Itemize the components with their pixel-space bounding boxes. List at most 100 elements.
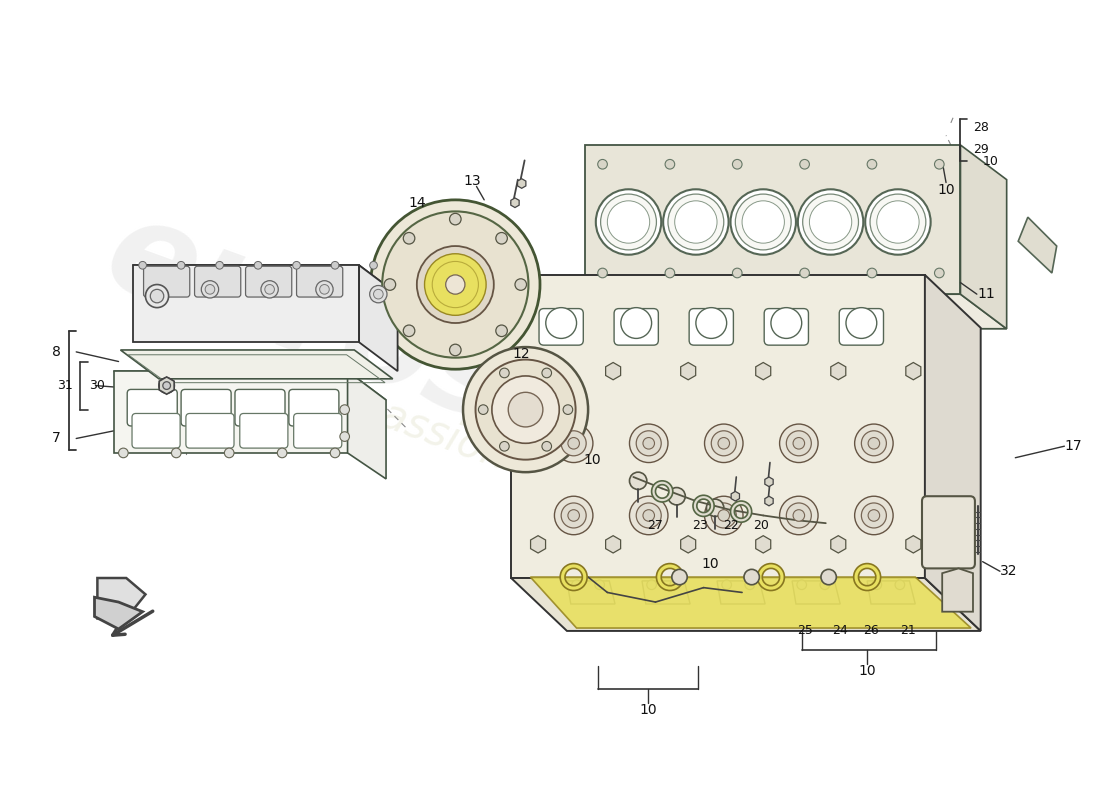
Text: 10: 10 [937,183,955,198]
Circle shape [647,580,657,590]
Polygon shape [943,568,974,612]
Circle shape [425,254,486,315]
Text: 10: 10 [639,703,657,717]
Circle shape [672,570,688,585]
FancyBboxPatch shape [764,309,808,345]
Circle shape [320,285,329,294]
Polygon shape [925,275,981,631]
Circle shape [870,194,926,250]
Circle shape [568,438,580,449]
Circle shape [384,278,396,290]
Text: 8: 8 [52,345,60,359]
Text: 10: 10 [982,155,999,168]
Circle shape [499,368,509,378]
Circle shape [820,580,829,590]
Circle shape [644,510,654,522]
Circle shape [554,424,593,462]
Circle shape [798,190,864,254]
Circle shape [696,308,727,338]
Text: 27: 27 [648,518,663,531]
Polygon shape [1019,217,1057,273]
Text: 23: 23 [692,518,707,531]
Circle shape [780,424,818,462]
Text: 25: 25 [796,625,813,638]
Circle shape [629,424,668,462]
Circle shape [119,448,129,458]
FancyBboxPatch shape [245,266,292,297]
Circle shape [663,190,728,254]
FancyBboxPatch shape [294,414,342,448]
Circle shape [867,268,877,278]
Circle shape [265,285,274,294]
FancyBboxPatch shape [186,414,234,448]
Circle shape [554,496,593,534]
Circle shape [636,503,661,528]
Text: 14: 14 [408,196,426,210]
Circle shape [370,262,377,269]
Circle shape [666,268,674,278]
Circle shape [780,496,818,534]
Circle shape [670,580,680,590]
Text: 26: 26 [864,625,879,638]
Circle shape [771,308,802,338]
FancyBboxPatch shape [289,390,339,426]
Circle shape [668,487,685,505]
Circle shape [629,472,647,490]
Text: 12: 12 [512,347,529,361]
Text: 17: 17 [1064,439,1082,453]
Circle shape [293,262,300,269]
Text: 31: 31 [56,379,73,392]
Text: 13: 13 [464,174,482,188]
Circle shape [742,201,784,243]
Circle shape [561,430,586,456]
FancyBboxPatch shape [922,496,975,568]
Polygon shape [585,145,960,294]
FancyBboxPatch shape [144,266,190,297]
Text: a passion for parts: a passion for parts [314,372,693,544]
Polygon shape [512,275,925,578]
Circle shape [793,510,804,522]
Circle shape [139,262,146,269]
Polygon shape [867,581,915,604]
Text: 10: 10 [858,664,876,678]
Text: 7: 7 [52,431,60,446]
Polygon shape [359,266,397,371]
Circle shape [546,308,576,338]
Circle shape [277,448,287,458]
Circle shape [629,496,668,534]
Circle shape [868,510,880,522]
Circle shape [432,262,478,308]
Circle shape [151,290,164,303]
Circle shape [404,233,415,244]
Circle shape [810,201,851,243]
Circle shape [568,510,580,522]
Circle shape [607,201,650,243]
Circle shape [340,432,350,442]
Circle shape [872,580,881,590]
Circle shape [450,214,461,225]
Circle shape [796,580,806,590]
Circle shape [735,194,791,250]
Circle shape [668,194,724,250]
Circle shape [595,580,605,590]
Circle shape [803,194,858,250]
Circle shape [254,262,262,269]
Circle shape [542,368,551,378]
Circle shape [636,430,661,456]
Circle shape [620,308,651,338]
FancyBboxPatch shape [839,309,883,345]
Polygon shape [113,371,386,400]
Circle shape [704,496,742,534]
Circle shape [496,233,507,244]
Polygon shape [717,581,766,604]
Polygon shape [960,145,1006,329]
Circle shape [730,190,796,254]
Circle shape [542,442,551,451]
Circle shape [855,496,893,534]
Polygon shape [512,578,981,631]
Circle shape [861,503,887,528]
Circle shape [163,382,170,390]
Circle shape [674,201,717,243]
Circle shape [370,286,387,303]
Circle shape [177,262,185,269]
